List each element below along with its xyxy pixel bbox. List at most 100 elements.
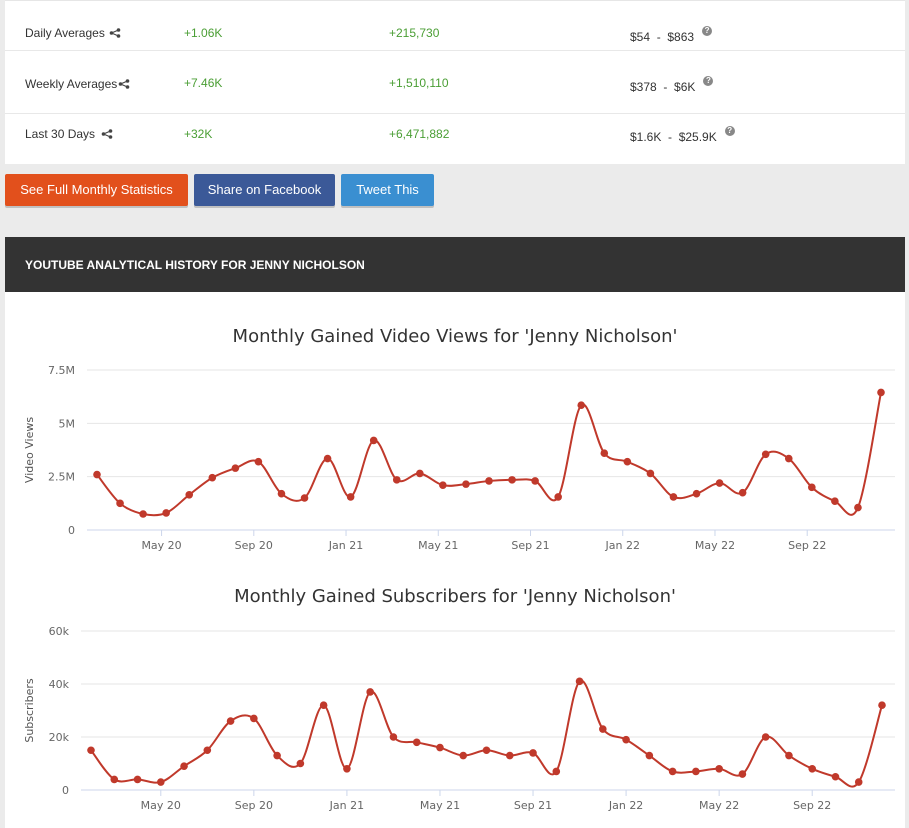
views-value: +6,471,882 <box>389 127 450 141</box>
subs-value: +32K <box>184 127 213 141</box>
share-icon[interactable] <box>118 78 130 92</box>
data-point <box>180 762 188 770</box>
data-point <box>715 479 724 487</box>
data-point <box>366 688 374 696</box>
row-label-text: Weekly Averages <box>25 77 118 91</box>
data-point <box>600 449 609 457</box>
row-label-text: Last 30 Days <box>25 127 96 141</box>
earnings-low: $54 <box>630 30 651 44</box>
data-point <box>552 767 561 776</box>
x-tick-label: May 21 <box>420 799 460 812</box>
x-tick-label: Sep 22 <box>793 799 831 812</box>
y-tick-label: 5M <box>59 417 76 430</box>
x-tick-label: May 20 <box>141 799 181 812</box>
x-tick-label: Jan 21 <box>328 539 363 552</box>
charts-panel: Monthly Gained Video Views for 'Jenny Ni… <box>5 292 905 828</box>
data-point <box>531 477 539 485</box>
data-point <box>273 751 281 760</box>
table-row: Weekly Averages +7.46K +1,510,110 $378 -… <box>5 51 905 114</box>
x-tick-label: May 22 <box>699 799 739 812</box>
subs-value: +1.06K <box>184 26 223 40</box>
data-point <box>529 749 537 757</box>
data-point <box>416 469 424 478</box>
data-point <box>831 497 839 505</box>
section-header: YOUTUBE ANALYTICAL HISTORY FOR JENNY NIC… <box>5 237 905 292</box>
y-tick-label: 40k <box>49 678 70 691</box>
data-point <box>323 454 332 463</box>
data-point <box>599 725 607 733</box>
data-point <box>715 765 723 773</box>
data-point <box>254 457 263 466</box>
x-tick-label: Sep 20 <box>235 799 273 812</box>
row-label-text: Daily Averages <box>25 26 105 40</box>
data-point <box>459 751 468 760</box>
help-icon[interactable]: ? <box>703 76 714 86</box>
data-point <box>831 772 840 781</box>
data-point <box>462 480 470 488</box>
table-row: Daily Averages +1.06K +215,730 $54 - $86… <box>5 1 905 51</box>
data-point <box>346 493 355 501</box>
x-tick-label: May 22 <box>695 539 735 552</box>
y-axis-label: Video Views <box>23 417 36 483</box>
stats-table: Daily Averages +1.06K +215,730 $54 - $86… <box>5 0 905 164</box>
data-point <box>505 751 514 760</box>
row-label: Daily Averages <box>25 26 121 41</box>
full-monthly-statistics-button[interactable]: See Full Monthly Statistics <box>5 174 188 206</box>
chart-title: Monthly Gained Video Views for 'Jenny Ni… <box>233 326 678 347</box>
share-icon[interactable] <box>109 27 121 41</box>
y-tick-label: 0 <box>62 784 69 797</box>
data-point <box>508 476 516 484</box>
share-facebook-button[interactable]: Share on Facebook <box>194 174 335 206</box>
data-point <box>250 714 258 723</box>
data-point <box>439 481 447 489</box>
data-point <box>854 778 863 786</box>
data-point <box>203 746 212 755</box>
x-tick-label: Jan 22 <box>608 799 643 812</box>
data-point <box>785 751 793 760</box>
data-point <box>808 483 816 492</box>
y-tick-label: 2.5M <box>48 471 75 484</box>
data-point <box>645 751 654 760</box>
views-value: +215,730 <box>389 26 440 40</box>
help-icon[interactable]: ? <box>702 26 713 36</box>
data-point <box>156 778 165 786</box>
x-tick-label: Jan 21 <box>329 799 364 812</box>
y-tick-label: 20k <box>49 731 70 744</box>
data-point <box>761 450 770 459</box>
data-point <box>93 470 101 479</box>
data-point <box>668 767 677 776</box>
subscribers-chart: Monthly Gained Subscribers for 'Jenny Ni… <box>23 586 895 812</box>
row-label: Last 30 Days <box>25 127 113 142</box>
data-point <box>369 436 378 445</box>
help-icon[interactable]: ? <box>724 126 735 136</box>
y-tick-label: 60k <box>49 625 70 638</box>
data-point <box>692 489 701 498</box>
data-point <box>761 733 770 741</box>
data-point <box>392 476 401 484</box>
x-tick-label: May 20 <box>141 539 181 552</box>
range-separator: - <box>668 130 673 144</box>
views-chart: Monthly Gained Video Views for 'Jenny Ni… <box>23 326 895 552</box>
data-point <box>784 454 793 463</box>
tweet-button[interactable]: Tweet This <box>341 174 434 206</box>
data-point <box>208 473 217 482</box>
share-icon[interactable] <box>101 128 113 142</box>
data-point <box>300 494 309 502</box>
data-point <box>877 388 885 397</box>
data-point <box>669 493 678 501</box>
y-tick-label: 0 <box>68 524 75 537</box>
row-label: Weekly Averages <box>25 77 130 92</box>
views-value: +1,510,110 <box>389 76 449 90</box>
data-point <box>133 775 142 784</box>
data-point <box>162 509 170 517</box>
earnings-range: $54 - $863? <box>630 26 713 44</box>
section-title: YOUTUBE ANALYTICAL HISTORY FOR JENNY NIC… <box>25 258 365 272</box>
x-tick-label: May 21 <box>418 539 458 552</box>
data-point <box>485 477 493 485</box>
data-point <box>738 488 747 497</box>
x-tick-label: Sep 20 <box>235 539 273 552</box>
x-tick-label: Jan 22 <box>605 539 640 552</box>
earnings-range: $1.6K - $25.9K? <box>630 126 735 144</box>
data-point <box>854 503 862 512</box>
data-point <box>412 738 421 747</box>
